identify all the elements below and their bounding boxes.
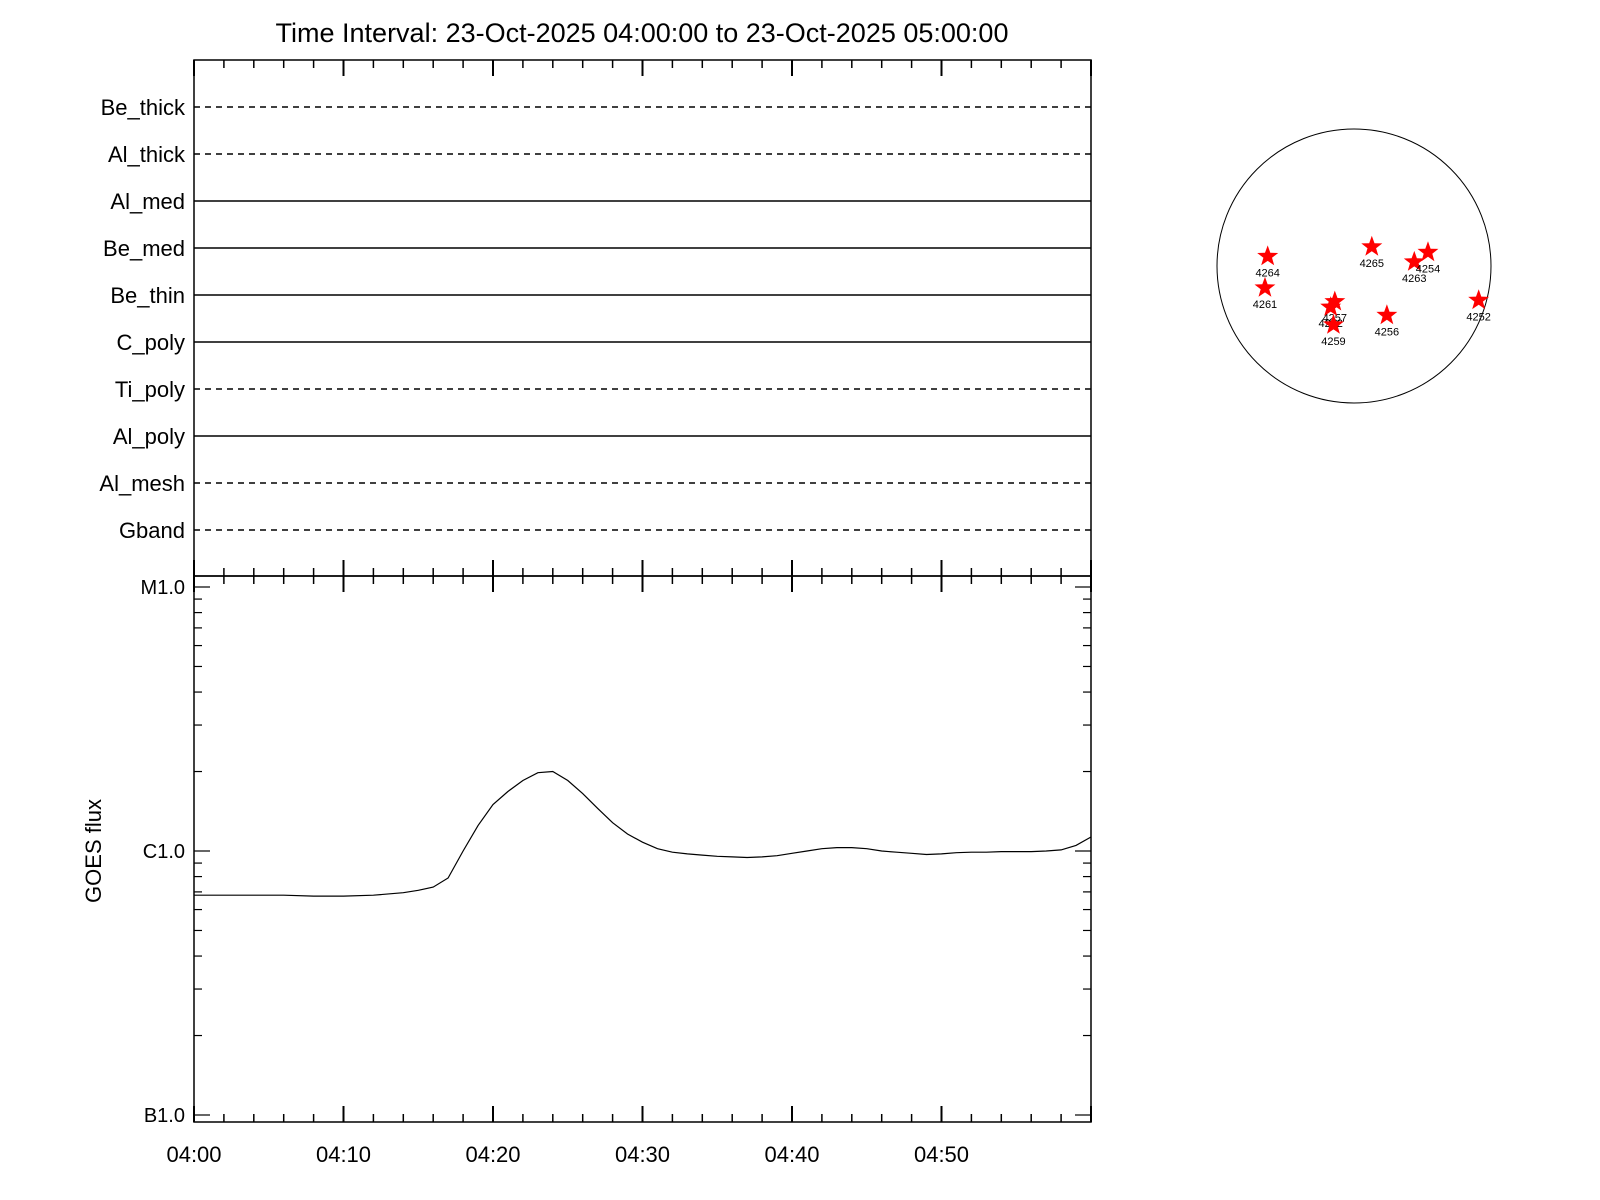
active-region-markers: 4264426542634254426142574262425942564252	[1253, 235, 1491, 348]
active-region-star	[1324, 290, 1346, 311]
y-axis-ticks: B1.0 C1.0 M1.0	[141, 577, 1091, 1127]
goes-flux-line	[194, 770, 1092, 897]
y-tick-label: B1.0	[144, 1105, 185, 1127]
channel-label: Be_med	[103, 236, 185, 261]
active-region-star	[1376, 304, 1398, 325]
channel-lines: Be_thick Al_thick Al_med Be_med Be_thin C_pol…	[99, 95, 1091, 543]
y-axis-label: GOES flux	[81, 799, 106, 903]
active-region-label: 4256	[1375, 326, 1399, 338]
active-region-star	[1468, 289, 1490, 310]
x-tick-label: 04:10	[316, 1142, 371, 1167]
channel-label: Ti_poly	[115, 377, 185, 402]
channel-label: Al_poly	[113, 424, 185, 449]
active-region-star	[1320, 296, 1342, 316]
active-region-label: 4252	[1466, 311, 1490, 323]
active-region-label: 4261	[1253, 299, 1277, 311]
x-tick-label: 04:00	[166, 1142, 221, 1167]
active-region-star	[1361, 235, 1383, 256]
y-tick-label: C1.0	[143, 841, 185, 863]
x-tick-label: 04:40	[764, 1142, 819, 1167]
active-region-star	[1254, 276, 1276, 297]
active-region-label: 4264	[1255, 267, 1279, 279]
solar-disk-panel: 4264426542634254426142574262425942564252	[1216, 128, 1492, 404]
x-tick-label: 04:50	[914, 1142, 969, 1167]
active-region-label: 4254	[1416, 263, 1440, 275]
channel-label: Gband	[119, 518, 185, 543]
channel-label: Be_thin	[110, 283, 185, 308]
goes-flux-panel: 04:00 04:10 04:20 04:30 04:40 04:50 B1.0 C1.0 M…	[81, 60, 1092, 1167]
timeline-frame	[193, 59, 1092, 577]
x-tick-label: 04:20	[465, 1142, 520, 1167]
channel-label: Al_thick	[108, 142, 186, 167]
x-tick-label: 04:30	[615, 1142, 670, 1167]
y-tick-label: M1.0	[141, 577, 185, 599]
chart-title: Time Interval: 23-Oct-2025 04:00:00 to 2…	[276, 18, 1009, 48]
active-region-star	[1403, 250, 1425, 271]
channel-label: C_poly	[117, 330, 185, 355]
active-region-label: 4263	[1402, 273, 1426, 285]
channel-label: Be_thick	[101, 95, 186, 120]
active-region-star	[1257, 245, 1279, 266]
solar-disk	[1216, 128, 1492, 404]
active-region-star	[1323, 313, 1344, 334]
active-region-label: 4265	[1360, 258, 1384, 270]
active-region-label: 4259	[1321, 336, 1345, 348]
active-region-star	[1417, 241, 1439, 262]
x-axis-ticks: 04:00 04:10 04:20 04:30 04:40 04:50	[166, 60, 1092, 1167]
channel-label: Al_med	[110, 189, 185, 214]
timeline-panel: Be_thick Al_thick Al_med Be_med Be_thin C_pol…	[99, 59, 1092, 577]
flux-frame	[193, 575, 1092, 1123]
channel-label: Al_mesh	[99, 471, 185, 496]
